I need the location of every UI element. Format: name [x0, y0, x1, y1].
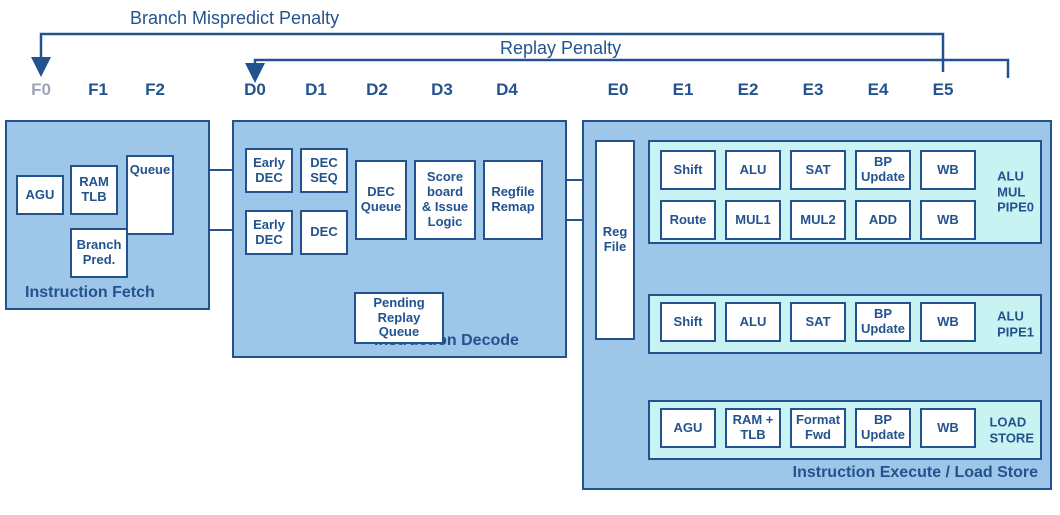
box-regfile: RegFile: [595, 140, 635, 340]
pipe0-r1-c2: MUL2: [790, 200, 846, 240]
stage-E1: E1: [673, 80, 694, 100]
stage-D2: D2: [366, 80, 388, 100]
pipe2-r0-c2: FormatFwd: [790, 408, 846, 448]
box-pending: PendingReplayQueue: [354, 292, 444, 344]
pipe1-r0-c2: SAT: [790, 302, 846, 342]
box-dec: DEC: [300, 210, 348, 255]
stage-F1: F1: [88, 80, 108, 100]
pipe0-r0-c1: ALU: [725, 150, 781, 190]
box-decseq: DECSEQ: [300, 148, 348, 193]
group-fetch: Instruction Fetch: [5, 120, 210, 310]
box-earlydec1: EarlyDEC: [245, 148, 293, 193]
pipe0-r0-c4: WB: [920, 150, 976, 190]
box-ramtlb: RAMTLB: [70, 165, 118, 215]
pipe0-r0-c2: SAT: [790, 150, 846, 190]
branch-mispredict-label: Branch Mispredict Penalty: [130, 8, 339, 29]
box-queue: Queue: [126, 155, 174, 235]
pipe1-r0-c4: WB: [920, 302, 976, 342]
pipe2-r0-c3: BPUpdate: [855, 408, 911, 448]
replay-penalty-label: Replay Penalty: [500, 38, 621, 59]
stage-E2: E2: [738, 80, 759, 100]
group-label-fetch: Instruction Fetch: [25, 284, 155, 302]
pipe1-r0-c3: BPUpdate: [855, 302, 911, 342]
branch-mispredict-arrow: [41, 34, 943, 72]
stage-F2: F2: [145, 80, 165, 100]
pipe0-r1-c3: ADD: [855, 200, 911, 240]
box-agu: AGU: [16, 175, 64, 215]
pipe2-r0-c4: WB: [920, 408, 976, 448]
box-earlydec2: EarlyDEC: [245, 210, 293, 255]
stage-D3: D3: [431, 80, 453, 100]
pipe0-r0-c0: Shift: [660, 150, 716, 190]
pipe0-r0-c3: BPUpdate: [855, 150, 911, 190]
pipe1-r0-c1: ALU: [725, 302, 781, 342]
stage-E3: E3: [803, 80, 824, 100]
pipe0-r1-c0: Route: [660, 200, 716, 240]
pipe-label-1: ALUPIPE1: [997, 308, 1034, 339]
pipe-label-0: ALUMULPIPE0: [997, 169, 1034, 216]
stage-D4: D4: [496, 80, 518, 100]
box-branchpred: BranchPred.: [70, 228, 128, 278]
replay-penalty-arrow: [255, 60, 1008, 78]
stage-E5: E5: [933, 80, 954, 100]
pipe1-r0-c0: Shift: [660, 302, 716, 342]
pipe2-r0-c0: AGU: [660, 408, 716, 448]
stage-D1: D1: [305, 80, 327, 100]
pipe0-r1-c1: MUL1: [725, 200, 781, 240]
box-decqueue: DECQueue: [355, 160, 407, 240]
stage-E0: E0: [608, 80, 629, 100]
stage-F0: F0: [31, 80, 51, 100]
pipe0-r1-c4: WB: [920, 200, 976, 240]
group-label-exec: Instruction Execute / Load Store: [793, 464, 1038, 482]
stage-E4: E4: [868, 80, 889, 100]
pipe2-r0-c1: RAM +TLB: [725, 408, 781, 448]
box-regremap: RegfileRemap: [483, 160, 543, 240]
box-scoreboard: Scoreboard& IssueLogic: [414, 160, 476, 240]
pipe-label-2: LOADSTORE: [989, 414, 1034, 445]
stage-D0: D0: [244, 80, 266, 100]
